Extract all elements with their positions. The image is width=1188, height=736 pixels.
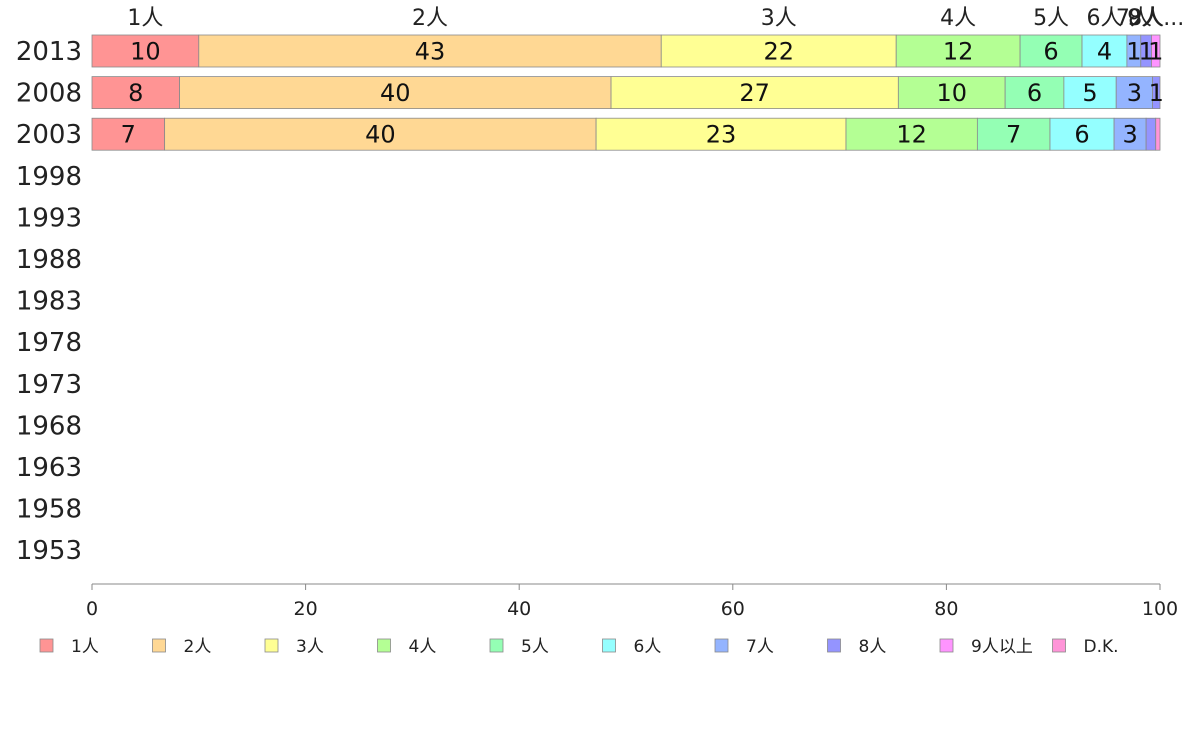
y-tick-label-1988: 1988 — [16, 245, 82, 275]
legend-label-9: D.K. — [1084, 637, 1119, 657]
bar-segment-2003-9 — [1155, 117, 1161, 151]
y-tick-label-1998: 1998 — [16, 162, 82, 192]
bar-segment-2008-6 — [1115, 76, 1153, 109]
bar-segment-2008-1 — [179, 76, 612, 109]
data-label-2013-3: 12 — [943, 38, 974, 66]
top-label-1: 2人 — [412, 6, 448, 31]
data-label-2003-0: 7 — [121, 121, 136, 149]
x-tick-label-40: 40 — [507, 598, 531, 620]
legend-label-7: 8人 — [859, 637, 887, 657]
bar-segment-2003-0 — [91, 117, 166, 151]
y-tick-label-1978: 1978 — [16, 328, 82, 358]
legend-swatch-2 — [264, 638, 279, 653]
legend-label-3: 4人 — [409, 637, 437, 657]
top-label-6: 7人 — [1116, 6, 1152, 31]
legend-label-4: 5人 — [521, 637, 549, 657]
legend-swatch-3 — [377, 638, 391, 653]
legend-swatch-6 — [714, 638, 729, 653]
x-tick-label-80: 80 — [934, 598, 958, 620]
y-tick-label-2003: 2003 — [16, 120, 82, 150]
legend-swatch-5 — [602, 638, 616, 653]
data-label-2003-3: 12 — [896, 121, 927, 149]
legend-swatch-9 — [1052, 638, 1066, 653]
data-label-2013-2: 22 — [763, 38, 794, 66]
y-tick-label-1968: 1968 — [16, 411, 82, 441]
data-label-2003-1: 40 — [365, 121, 396, 149]
data-label-2013-7: 1 — [1138, 38, 1153, 66]
bar-segment-2013-3 — [895, 34, 1021, 68]
y-tick-label-2008: 2008 — [16, 79, 82, 109]
y-tick-label-1958: 1958 — [16, 495, 82, 525]
legend-swatch-7 — [827, 638, 841, 653]
data-label-2013-4: 6 — [1043, 38, 1058, 66]
top-label-4: 5人 — [1033, 6, 1069, 31]
legend-swatch-0 — [39, 638, 54, 653]
data-label-2013-6: 1 — [1126, 38, 1141, 66]
y-tick-label-1953: 1953 — [16, 536, 82, 566]
data-label-2008-1: 40 — [380, 79, 411, 107]
bar-segment-2003-6 — [1113, 117, 1147, 151]
y-tick-label-1993: 1993 — [16, 203, 82, 233]
data-label-2013-8: 1 — [1148, 38, 1163, 66]
y-tick-label-1963: 1963 — [16, 453, 82, 483]
data-label-2008-3: 10 — [936, 79, 967, 107]
bar-segment-2003-1 — [164, 117, 597, 151]
top-label-2: 3人 — [761, 6, 797, 31]
legend-swatch-1 — [152, 638, 166, 653]
bar-segment-2013-4 — [1019, 34, 1083, 68]
top-label-0: 1人 — [127, 6, 163, 31]
legend-swatch-8 — [939, 638, 954, 653]
data-label-2008-7: 1 — [1149, 79, 1164, 107]
x-tick-label-0: 0 — [86, 598, 98, 620]
data-label-2003-5: 6 — [1074, 121, 1089, 149]
data-label-2008-0: 8 — [128, 79, 143, 107]
y-tick-label-2013: 2013 — [16, 37, 82, 67]
bar-segment-2013-0 — [91, 34, 200, 68]
data-label-2013-0: 10 — [130, 38, 161, 66]
top-label-5: 6人 — [1086, 6, 1122, 31]
y-tick-label-1973: 1973 — [16, 370, 82, 400]
data-label-2003-2: 23 — [706, 121, 737, 149]
data-label-2008-6: 3 — [1127, 79, 1142, 107]
bar-segment-2003-7 — [1145, 117, 1157, 151]
x-tick-label-100: 100 — [1142, 598, 1178, 620]
legend-label-2: 3人 — [296, 637, 324, 657]
bar-segment-2008-4 — [1004, 76, 1065, 109]
data-label-2003-6: 3 — [1122, 121, 1137, 149]
data-label-2003-4: 7 — [1006, 121, 1021, 149]
top-label-8: 9人... — [1127, 6, 1184, 31]
top-label-3: 4人 — [940, 6, 976, 31]
legend-label-0: 1人 — [71, 637, 99, 657]
bar-segment-2008-0 — [91, 76, 180, 109]
legend-swatch-4 — [489, 638, 504, 653]
legend-label-1: 2人 — [184, 637, 212, 657]
bar-segment-2003-2 — [595, 117, 847, 151]
bar-segment-2013-2 — [660, 34, 897, 68]
bar-segment-2003-5 — [1049, 117, 1115, 151]
bar-segment-2013-8 — [1151, 34, 1161, 68]
bar-segment-2013-1 — [198, 34, 662, 68]
legend-label-5: 6人 — [634, 637, 662, 657]
y-tick-label-1983: 1983 — [16, 287, 82, 317]
bar-segment-2013-5 — [1081, 34, 1128, 68]
data-label-2008-4: 6 — [1027, 79, 1042, 107]
bar-segment-2008-3 — [897, 76, 1006, 109]
x-tick-label-60: 60 — [721, 598, 745, 620]
x-tick-label-20: 20 — [294, 598, 318, 620]
bar-segment-2008-7 — [1152, 76, 1161, 109]
bar-segment-2008-2 — [610, 76, 899, 109]
data-label-2013-1: 43 — [415, 38, 446, 66]
legend-label-6: 7人 — [746, 637, 774, 657]
legend-label-8: 9人以上 — [971, 637, 1033, 657]
bar-segment-2008-5 — [1063, 76, 1117, 109]
data-label-2008-2: 27 — [739, 79, 770, 107]
top-label-7: 8人 — [1128, 6, 1164, 31]
data-label-2013-5: 4 — [1097, 38, 1112, 66]
data-label-2008-5: 5 — [1082, 79, 1097, 107]
bar-segment-2003-4 — [976, 117, 1051, 151]
